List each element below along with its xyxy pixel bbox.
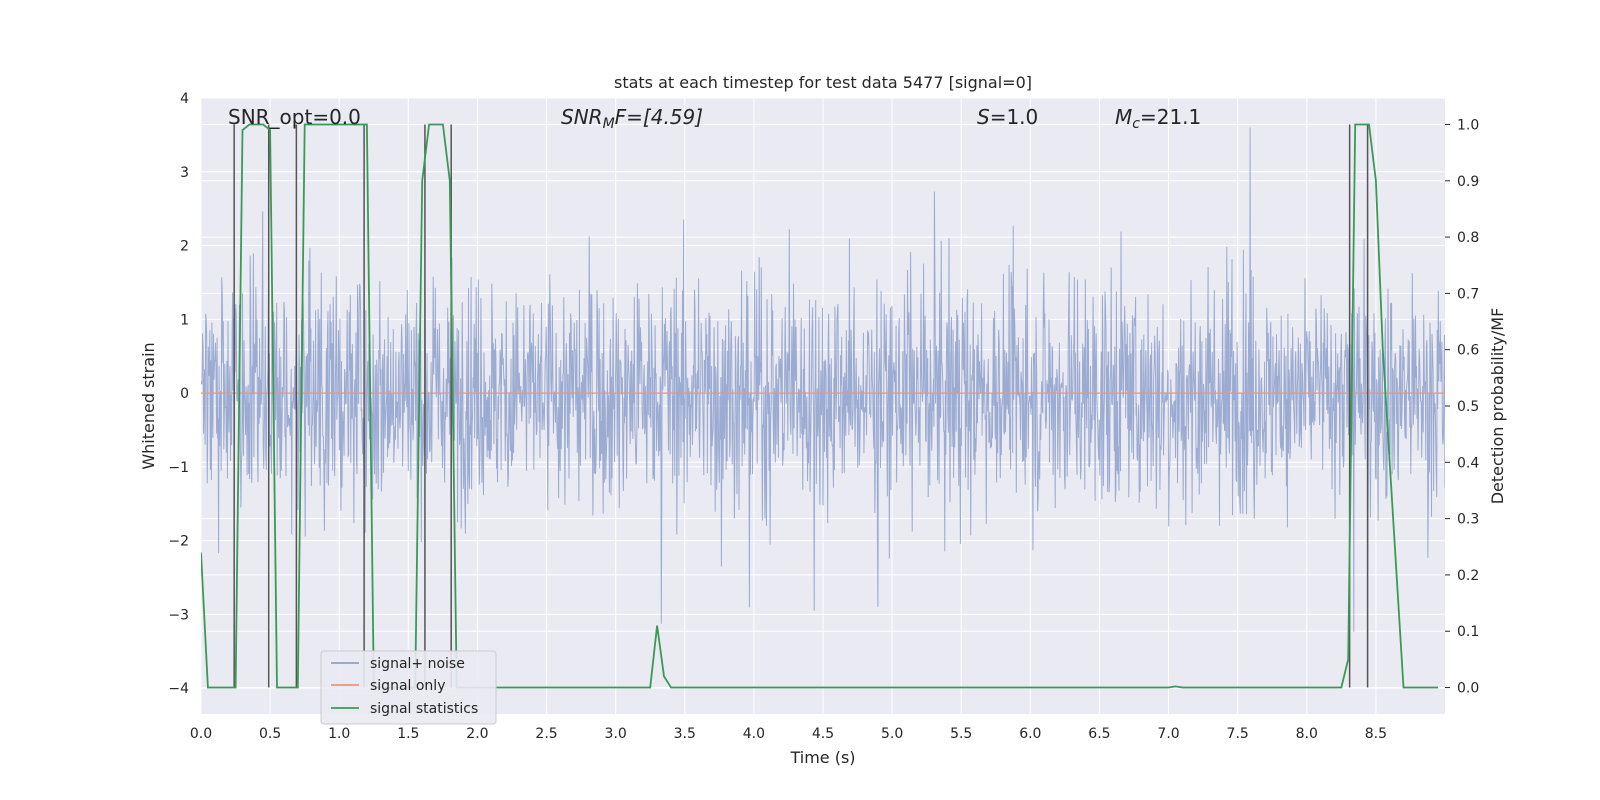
s-var: S — [977, 105, 990, 129]
mc-sub: c — [1132, 116, 1140, 132]
y2-tick-label: 0.5 — [1457, 399, 1479, 415]
annotation-snr-opt: SNR_opt=0.0 — [228, 105, 361, 129]
x-tick-label: 6.5 — [1088, 726, 1110, 742]
y2-axis-label: Detection probability/MF — [1488, 308, 1507, 505]
s-value: =1.0 — [990, 105, 1039, 129]
y-tick-label: −1 — [168, 460, 189, 476]
y-tick-label: −2 — [168, 534, 189, 550]
x-tick-label: 5.0 — [881, 726, 903, 742]
x-tick-label: 2.5 — [535, 726, 557, 742]
y2-axis-ticks: 1.0 0.9 0.8 0.7 0.6 0.5 0.4 0.3 0.2 0.1 0.0 — [1445, 117, 1479, 697]
series-signal-statistics — [201, 123, 1439, 689]
legend-box — [320, 650, 497, 725]
y-axis-label: Whitened strain — [139, 342, 158, 469]
x-tick-label: 7.0 — [1157, 726, 1179, 742]
y2-tick-label: 0.0 — [1457, 681, 1479, 697]
series-signal-noise — [201, 127, 1445, 632]
x-axis-ticks: 0.0 0.5 1.0 1.5 2.0 2.5 3.0 3.5 4.0 4.5 5.0 5.5 6.0 6… — [190, 726, 1387, 742]
x-tick-label: 2.0 — [466, 726, 488, 742]
y-tick-label: 3 — [180, 165, 189, 181]
y2-tick-label: 0.6 — [1457, 343, 1479, 359]
x-tick-label: 1.5 — [397, 726, 419, 742]
y2-tick-label: 0.1 — [1457, 624, 1479, 640]
snr-mf-base: SNR — [561, 105, 603, 129]
x-tick-label: 8.0 — [1296, 726, 1318, 742]
snr-mf-sub: M — [603, 116, 615, 132]
x-tick-label: 8.5 — [1365, 726, 1387, 742]
x-tick-label: 7.5 — [1227, 726, 1249, 742]
y2-tick-label: 0.3 — [1457, 512, 1479, 528]
y-tick-label: 0 — [180, 386, 189, 402]
y-tick-label: 1 — [180, 312, 189, 328]
y-tick-label: −4 — [168, 681, 189, 697]
snr-mf-rest: F=[4.59] — [615, 105, 703, 129]
annotation-snr-mf: SNRMF=[4.59] — [561, 105, 703, 132]
y2-tick-label: 0.8 — [1457, 230, 1479, 246]
chart-title: stats at each timestep for test data 547… — [614, 73, 1032, 92]
x-tick-label: 1.0 — [328, 726, 350, 742]
y2-tick-label: 1.0 — [1457, 117, 1479, 133]
y2-tick-label: 0.2 — [1457, 568, 1479, 584]
y-tick-label: −3 — [168, 607, 189, 623]
legend-label-signal-statistics: signal statistics — [370, 701, 478, 717]
legend: signal+ noise signal only signal statist… — [320, 650, 497, 725]
x-tick-label: 0.5 — [259, 726, 281, 742]
y-tick-label: 2 — [180, 239, 189, 255]
mc-var: M — [1115, 105, 1132, 129]
mc-value: =21.1 — [1140, 105, 1201, 129]
x-tick-label: 4.5 — [812, 726, 834, 742]
x-tick-label: 5.5 — [950, 726, 972, 742]
annotation-mc: Mc=21.1 — [1115, 105, 1201, 132]
y2-tick-label: 0.9 — [1457, 174, 1479, 190]
legend-label-signal-only: signal only — [370, 678, 445, 694]
x-tick-label: 3.5 — [674, 726, 696, 742]
y-axis-ticks: 4 3 2 1 0 −1 −2 −3 −4 — [168, 91, 189, 697]
y2-tick-label: 0.4 — [1457, 455, 1479, 471]
x-tick-label: 0.0 — [190, 726, 212, 742]
x-tick-label: 6.0 — [1019, 726, 1041, 742]
x-tick-label: 3.0 — [605, 726, 627, 742]
annotation-s: S=1.0 — [977, 105, 1038, 129]
y2-tick-label: 0.7 — [1457, 286, 1479, 302]
legend-label-signal-noise: signal+ noise — [370, 656, 465, 672]
vertical-markers — [233, 124, 1369, 688]
x-tick-label: 4.0 — [743, 726, 765, 742]
x-axis-label: Time (s) — [789, 748, 855, 767]
y-tick-label: 4 — [180, 91, 189, 107]
